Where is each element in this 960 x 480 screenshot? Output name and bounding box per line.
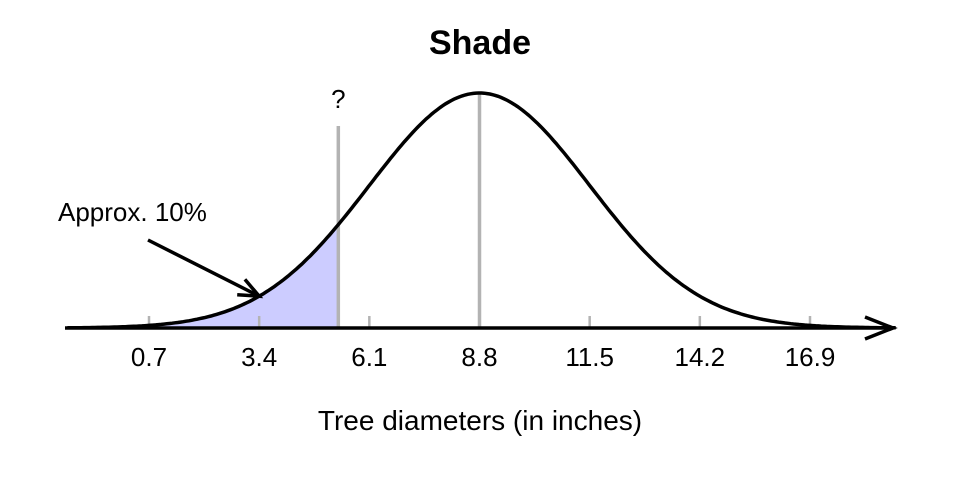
density-curve [67, 91, 896, 330]
annotation-arrow [147, 238, 260, 298]
x-axis-label: Tree diameters (in inches) [318, 405, 642, 436]
chart-title: Shade [429, 24, 531, 62]
x-tick-label: 11.5 [565, 342, 614, 372]
x-tick-label: 6.1 [351, 342, 387, 372]
x-tick-label: 0.7 [131, 342, 167, 372]
annotation-text: Approx. 10% [58, 197, 207, 227]
unknown-cutoff-label: ? [331, 84, 345, 114]
x-tick-label: 8.8 [461, 342, 497, 372]
x-axis-ticks: 0.7 3.4 6.1 8.8 11.5 14.2 16.9 [131, 316, 835, 372]
x-tick-label: 16.9 [785, 342, 836, 372]
shaded-tail-area [67, 224, 339, 328]
x-tick-label: 3.4 [241, 342, 277, 372]
annotation-arrowhead [237, 278, 264, 299]
x-tick-label: 14.2 [675, 342, 726, 372]
